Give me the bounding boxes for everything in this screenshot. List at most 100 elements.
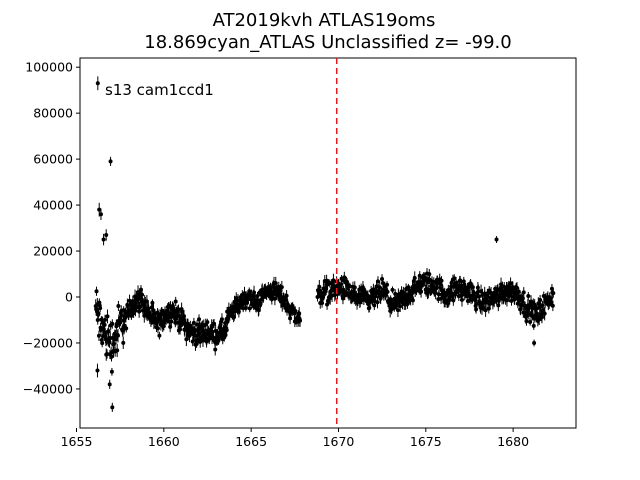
data-point <box>385 282 390 287</box>
data-point <box>542 311 547 316</box>
y-tick-label: 60000 <box>33 152 73 167</box>
x-tick-label: 1655 <box>61 434 93 449</box>
data-point <box>100 341 105 346</box>
data-point <box>95 368 100 373</box>
data-point <box>385 289 390 294</box>
data-point <box>419 289 424 294</box>
data-point <box>197 331 202 336</box>
data-point <box>252 290 257 295</box>
data-point <box>297 311 302 316</box>
data-point <box>103 317 108 322</box>
data-point <box>524 319 529 324</box>
y-tick-label: 40000 <box>33 198 73 213</box>
data-point <box>283 305 288 310</box>
data-point <box>293 309 298 314</box>
data-point <box>190 339 195 344</box>
data-point <box>213 328 218 333</box>
data-point <box>427 272 432 277</box>
data-point <box>242 291 247 296</box>
data-point <box>279 285 284 290</box>
data-point <box>528 319 533 324</box>
data-point <box>476 294 481 299</box>
y-tick-label: 100000 <box>25 60 73 75</box>
data-point <box>184 337 189 342</box>
data-point <box>191 320 196 325</box>
data-point <box>197 317 202 322</box>
data-point <box>447 297 452 302</box>
data-point <box>105 314 110 319</box>
data-point <box>532 340 537 345</box>
data-point <box>514 285 519 290</box>
data-point <box>108 159 113 164</box>
data-point <box>96 311 101 316</box>
data-point <box>212 321 217 326</box>
y-axis: −40000 −20000 0 20000 40000 60000 80000 100000 <box>23 60 80 396</box>
data-point <box>111 342 116 347</box>
data-point <box>109 369 114 374</box>
data-point <box>101 237 106 242</box>
data-point <box>550 303 555 308</box>
data-point <box>483 308 488 313</box>
data-point <box>452 276 457 281</box>
data-point <box>521 290 526 295</box>
y-tick-label: 80000 <box>33 106 73 121</box>
data-point <box>155 326 160 331</box>
data-point <box>284 293 289 298</box>
data-marks <box>93 76 556 412</box>
data-point <box>94 289 99 294</box>
ccd-annotation: s13 cam1ccd1 <box>105 81 214 99</box>
data-point <box>110 321 115 326</box>
data-point <box>288 316 293 321</box>
data-point <box>433 291 438 296</box>
x-tick-label: 1680 <box>497 434 529 449</box>
data-point <box>347 284 352 289</box>
data-point <box>169 319 174 324</box>
data-point <box>459 297 464 302</box>
plot-area: s13 cam1ccd1 <box>79 57 577 429</box>
data-point <box>181 314 186 319</box>
data-point <box>116 303 121 308</box>
data-point <box>104 232 109 237</box>
data-point <box>375 300 380 305</box>
data-point <box>340 296 345 301</box>
data-point <box>395 308 400 313</box>
data-point <box>219 317 224 322</box>
data-point <box>412 275 417 280</box>
data-point <box>107 382 112 387</box>
data-point <box>372 303 377 308</box>
data-point <box>97 207 102 212</box>
data-point <box>298 318 303 323</box>
data-point <box>115 348 120 353</box>
data-point <box>423 277 428 282</box>
data-point <box>157 333 162 338</box>
data-point <box>113 337 118 342</box>
data-point <box>224 328 229 333</box>
y-tick-label: −40000 <box>23 381 73 396</box>
y-tick-label: 20000 <box>33 244 73 259</box>
data-point <box>390 287 395 292</box>
data-point <box>540 303 545 308</box>
data-point <box>377 285 382 290</box>
data-point <box>96 333 101 338</box>
data-point <box>538 298 543 303</box>
data-point <box>352 285 357 290</box>
data-point <box>121 340 126 345</box>
data-point <box>531 323 536 328</box>
data-point <box>161 324 166 329</box>
data-point <box>235 298 240 303</box>
data-point <box>124 326 129 331</box>
data-point <box>194 341 199 346</box>
data-point <box>129 313 134 318</box>
data-point <box>110 405 115 410</box>
plot-frame <box>79 57 577 429</box>
data-point <box>436 292 441 297</box>
data-point <box>474 307 479 312</box>
data-point <box>98 306 103 311</box>
data-point <box>140 292 145 297</box>
data-point <box>410 298 415 303</box>
data-point <box>451 298 456 303</box>
data-point <box>494 237 499 242</box>
data-point <box>98 212 103 217</box>
data-point <box>176 307 181 312</box>
y-tick-label: −20000 <box>23 335 73 350</box>
